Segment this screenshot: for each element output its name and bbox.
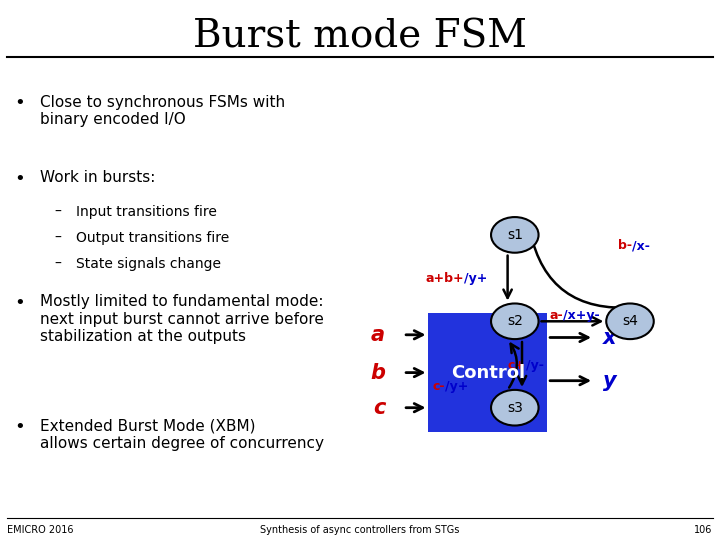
Text: /y+: /y+ [464,272,487,285]
Circle shape [491,390,539,426]
Text: Mostly limited to fundamental mode:
next input burst cannot arrive before
stabil: Mostly limited to fundamental mode: next… [40,294,323,344]
Text: Work in bursts:: Work in bursts: [40,170,155,185]
Circle shape [491,217,539,253]
Text: s2: s2 [507,314,523,328]
Circle shape [491,303,539,339]
Text: a: a [371,325,385,345]
Text: State signals change: State signals change [76,257,220,271]
Text: EMICRO 2016: EMICRO 2016 [7,525,73,535]
Text: /y-: /y- [526,359,544,372]
Text: 106: 106 [694,525,713,535]
Text: s3: s3 [507,401,523,415]
Text: Extended Burst Mode (XBM)
allows certain degree of concurrency: Extended Burst Mode (XBM) allows certain… [40,418,323,451]
Text: /x-: /x- [632,239,650,252]
Text: s4: s4 [622,314,638,328]
Text: Output transitions fire: Output transitions fire [76,231,229,245]
Text: •: • [14,94,25,112]
Text: –: – [54,205,61,219]
Text: c-: c- [433,380,445,393]
Text: •: • [14,170,25,188]
Text: Burst mode FSM: Burst mode FSM [193,19,527,56]
Text: c+: c+ [508,359,526,372]
Text: b: b [370,362,385,383]
Text: a+b+: a+b+ [426,272,464,285]
Text: /y+: /y+ [445,380,468,393]
Text: /x+y-: /x+y- [563,309,600,322]
Text: y: y [603,370,616,391]
Text: Input transitions fire: Input transitions fire [76,205,217,219]
Text: Synthesis of async controllers from STGs: Synthesis of async controllers from STGs [261,525,459,535]
Text: b-: b- [618,239,632,252]
Text: Close to synchronous FSMs with
binary encoded I/O: Close to synchronous FSMs with binary en… [40,94,284,127]
Text: Control: Control [451,363,525,382]
Text: a-: a- [549,309,563,322]
FancyBboxPatch shape [428,313,547,432]
Text: •: • [14,294,25,312]
Circle shape [606,303,654,339]
Text: •: • [14,418,25,436]
Text: x: x [603,327,616,348]
Text: –: – [54,231,61,245]
Text: –: – [54,257,61,271]
Text: s1: s1 [507,228,523,242]
Text: c: c [373,397,385,418]
